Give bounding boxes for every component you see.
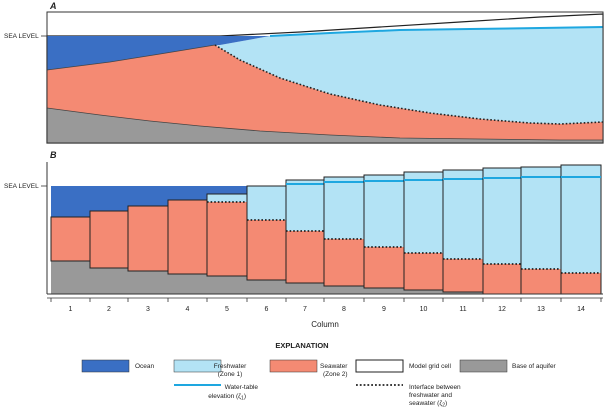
panel-b-base-aquifer xyxy=(51,261,483,294)
column-label-4: 4 xyxy=(186,306,190,313)
panel-a-letter: A xyxy=(49,1,57,11)
column-7-seawater xyxy=(286,231,324,283)
legend-interface-text: seawater (ζ xyxy=(409,400,442,407)
column-10-seawater xyxy=(404,253,443,290)
panel-a-ocean xyxy=(47,36,270,70)
column-axis: 1 2 3 4 5 6 7 8 9 10 11 12 13 14 Column xyxy=(47,297,603,329)
legend-ocean-label: Ocean xyxy=(135,363,155,370)
legend-interface-label-3: seawater (ζ2) xyxy=(409,400,447,409)
legend: EXPLANATION Ocean Freshwater (Zone 1) Se… xyxy=(81,341,557,409)
legend-seawater-swatch xyxy=(269,359,318,373)
legend-seawater-label-2: (Zone 2) xyxy=(323,371,348,378)
column-label-11: 11 xyxy=(459,306,466,313)
column-label-3: 3 xyxy=(146,306,150,313)
legend-freshwater-swatch xyxy=(173,359,222,373)
column-5-seawater xyxy=(207,202,247,276)
column-axis-ticks: 1 2 3 4 5 6 7 8 9 10 11 12 13 14 xyxy=(50,298,602,313)
legend-interface-close: ) xyxy=(445,400,447,407)
column-label-2: 2 xyxy=(107,306,111,313)
legend-grid-cell-label: Model grid cell xyxy=(409,363,451,370)
column-14-seawater xyxy=(561,273,601,294)
column-9-freshwater xyxy=(364,175,404,247)
column-10-freshwater xyxy=(404,172,443,253)
legend-grid-cell-swatch xyxy=(355,359,404,373)
legend-title: EXPLANATION xyxy=(275,341,328,350)
legend-freshwater-label-2: (Zone 1) xyxy=(218,371,243,378)
legend-water-table-label-1: Water-table xyxy=(225,384,259,391)
column-2-seawater xyxy=(90,211,128,268)
column-12-freshwater xyxy=(483,168,521,264)
column-label-12: 12 xyxy=(498,306,506,313)
panel-b: B SEA LEVEL xyxy=(4,150,603,295)
panel-b-sea-level-label: SEA LEVEL xyxy=(4,183,39,190)
column-6-freshwater xyxy=(247,186,286,220)
column-8-seawater xyxy=(324,239,364,286)
panel-a-base-aquifer xyxy=(47,108,603,143)
column-label-9: 9 xyxy=(382,306,386,313)
panel-a-frame xyxy=(46,11,604,144)
panel-b-letter: B xyxy=(50,150,57,160)
column-label-7: 7 xyxy=(303,306,307,313)
panel-a-seawater-boundary xyxy=(46,44,216,71)
legend-interface-label-1: Interface between xyxy=(409,384,461,391)
legend-interface-label-2: freshwater and xyxy=(409,392,452,399)
column-1-seawater xyxy=(51,217,90,261)
legend-base-swatch xyxy=(459,359,508,373)
column-13-freshwater xyxy=(521,167,561,269)
column-7-freshwater xyxy=(286,180,324,231)
column-9-seawater xyxy=(364,247,404,288)
panel-a-seawater xyxy=(47,45,603,143)
legend-seawater-label-1: Seawater xyxy=(320,363,348,370)
column-5-freshwater xyxy=(207,194,247,202)
legend-freshwater-label-1: Freshwater xyxy=(214,363,247,370)
column-label-5: 5 xyxy=(225,306,229,313)
column-8-freshwater xyxy=(324,177,364,239)
column-axis-title: Column xyxy=(311,320,339,329)
legend-water-table-text: elevation (ζ xyxy=(208,393,241,400)
column-14-freshwater xyxy=(561,165,601,273)
column-11-seawater xyxy=(443,259,483,292)
legend-water-table-label-2: elevation (ζ1) xyxy=(208,393,246,402)
legend-ocean-swatch xyxy=(81,359,130,373)
column-label-10: 10 xyxy=(420,306,428,313)
panel-a-interface xyxy=(214,44,604,125)
column-label-6: 6 xyxy=(265,306,269,313)
column-label-8: 8 xyxy=(342,306,346,313)
column-label-13: 13 xyxy=(537,306,545,313)
column-label-14: 14 xyxy=(577,306,585,313)
column-11-freshwater xyxy=(443,170,483,259)
panel-a-base-line xyxy=(46,107,603,141)
panel-a-water-table xyxy=(269,26,604,37)
panel-a: A SEA LEVEL xyxy=(4,1,604,144)
legend-base-label: Base of aquifer xyxy=(512,363,557,370)
column-3-seawater xyxy=(128,206,168,271)
column-label-1: 1 xyxy=(69,306,73,313)
column-6-seawater xyxy=(247,220,286,280)
panel-a-sea-level-label: SEA LEVEL xyxy=(4,33,39,40)
legend-interface-sub: 2 xyxy=(442,403,445,409)
column-4-seawater xyxy=(168,200,207,274)
legend-water-table-close: ) xyxy=(244,393,246,400)
column-12-seawater xyxy=(483,264,521,294)
column-13-seawater xyxy=(521,269,561,294)
panel-b-columns xyxy=(50,164,602,295)
legend-water-table-sub: 1 xyxy=(241,396,244,402)
